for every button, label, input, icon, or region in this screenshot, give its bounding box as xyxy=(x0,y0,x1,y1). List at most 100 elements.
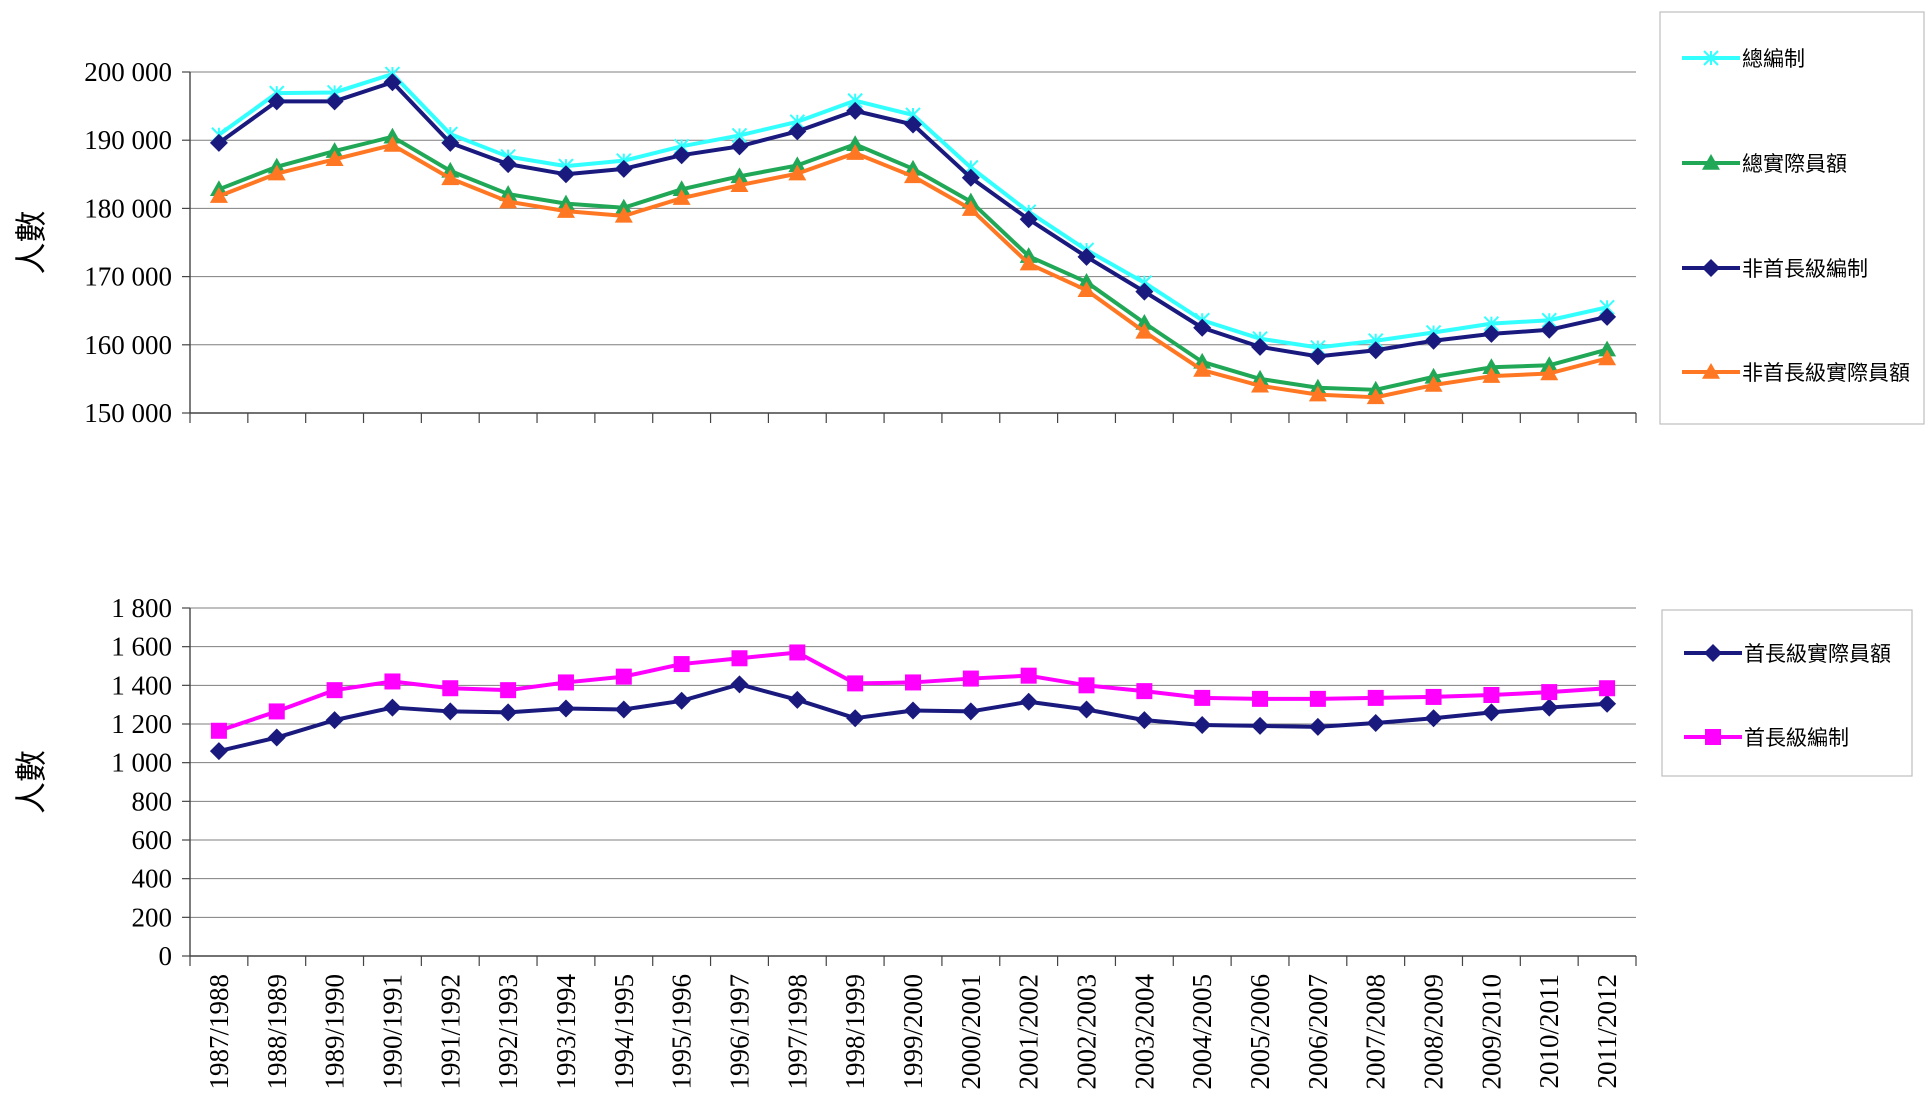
bottom-chart-panel: 1 800 1 600 1 400 1 200 1 000 800 600 400 200 0 人數 xyxy=(12,593,1637,971)
legend-frame xyxy=(1659,11,1925,425)
data-point-17 xyxy=(1136,683,1153,700)
shared-x-axis-labels: 1987/1988 1988/1989 1989/1990 1990/1991 1991… xyxy=(204,974,1622,1090)
data-point-17 xyxy=(1135,313,1154,330)
data-point-11 xyxy=(788,156,807,173)
data-point-3 xyxy=(325,92,344,111)
data-point-5 xyxy=(441,169,460,186)
x-tick-label: 2010/2011 xyxy=(1534,974,1564,1089)
data-point-24 xyxy=(1540,356,1559,373)
y-tick-label: 150 000 xyxy=(84,398,172,428)
data-point-8 xyxy=(615,668,632,685)
x-tick-label: 2002/2003 xyxy=(1072,974,1102,1090)
y-tick-label: 1 200 xyxy=(111,709,172,739)
data-point-8 xyxy=(614,206,633,223)
data-point-1 xyxy=(209,187,228,203)
x-tick-label: 2001/2002 xyxy=(1014,974,1044,1090)
data-point-4 xyxy=(383,73,402,92)
data-point-20 xyxy=(1308,717,1327,736)
y-tick-label: 190 000 xyxy=(84,125,172,155)
data-point-2 xyxy=(267,728,286,747)
data-point-18 xyxy=(1193,361,1212,377)
x-tick-label: 1999/2000 xyxy=(898,974,928,1090)
data-point-0 xyxy=(1702,363,1720,379)
data-point-25 xyxy=(1599,680,1616,697)
data-point-4 xyxy=(384,673,401,690)
data-point-13 xyxy=(904,115,922,134)
data-point-12 xyxy=(847,675,864,692)
y-tick-label: 200 xyxy=(132,902,173,932)
data-point-22 xyxy=(1424,376,1443,392)
x-tick-label: 2011/2012 xyxy=(1592,974,1622,1089)
data-point-19 xyxy=(1251,376,1270,393)
x-tick-label: 1987/1988 xyxy=(204,974,234,1090)
data-point-5 xyxy=(442,680,459,697)
series-2 xyxy=(210,644,1616,739)
data-point-25 xyxy=(1598,694,1617,713)
data-point-18 xyxy=(1194,689,1211,706)
x-tick-label: 1998/1999 xyxy=(840,974,870,1090)
x-tick-label: 1991/1992 xyxy=(435,974,465,1090)
data-point-13 xyxy=(904,701,922,720)
data-point-10 xyxy=(730,167,749,184)
x-tick-label: 2006/2007 xyxy=(1303,974,1333,1090)
y-tick-label: 1 600 xyxy=(111,632,172,662)
data-point-0 xyxy=(1705,729,1721,745)
y-tick-label: 0 xyxy=(159,941,173,971)
data-point-16 xyxy=(1077,247,1096,266)
legend-label: 首長級實際員額 xyxy=(1744,642,1891,666)
data-point-10 xyxy=(730,675,749,694)
series-1 xyxy=(211,66,1615,356)
data-point-7 xyxy=(556,202,575,218)
data-point-10 xyxy=(730,176,749,192)
y-tick-label: 170 000 xyxy=(84,262,172,292)
x-tick-label: 2008/2009 xyxy=(1419,974,1449,1090)
data-point-3 xyxy=(325,142,344,158)
series-4 xyxy=(209,135,1617,405)
x-tick-label: 1994/1995 xyxy=(609,974,639,1090)
data-point-25 xyxy=(1598,340,1617,357)
legend-item-2: 首長級編制 xyxy=(1684,726,1849,750)
y-tick-label: 800 xyxy=(132,786,173,816)
x-tick-label: 1990/1991 xyxy=(377,974,407,1090)
y-axis-title: 人數 xyxy=(12,750,50,814)
data-point-20 xyxy=(1309,690,1326,707)
data-point-15 xyxy=(1019,254,1038,271)
data-point-23 xyxy=(1482,358,1501,375)
x-tick-label: 2003/2004 xyxy=(1129,974,1159,1090)
data-point-15 xyxy=(1019,692,1038,711)
y-axis-title: 人數 xyxy=(12,210,50,274)
data-point-14 xyxy=(961,200,980,216)
legend-item-4: 非首長級實際員額 xyxy=(1682,361,1910,385)
legend-item-3: 非首長級編制 xyxy=(1682,257,1868,281)
data-point-12 xyxy=(846,101,865,120)
x-tick-label: 1993/1994 xyxy=(551,974,581,1090)
y-tick-label: 180 000 xyxy=(84,193,172,223)
series-3 xyxy=(209,73,1617,366)
legend-frame xyxy=(1661,609,1913,777)
data-point-12 xyxy=(846,144,865,160)
data-point-9 xyxy=(672,180,691,197)
x-tick-label: 2005/2006 xyxy=(1245,974,1275,1090)
data-point-17 xyxy=(1135,322,1154,339)
data-point-17 xyxy=(1135,282,1154,301)
data-point-24 xyxy=(1540,320,1559,339)
legend-item-1: 總編制 xyxy=(1682,47,1805,71)
data-point-19 xyxy=(1252,690,1269,707)
y-tick-label: 1 400 xyxy=(111,670,172,700)
data-point-22 xyxy=(1424,331,1443,350)
data-point-3 xyxy=(325,150,344,167)
data-point-20 xyxy=(1308,347,1327,366)
data-point-16 xyxy=(1077,281,1096,297)
data-point-4 xyxy=(383,127,402,144)
data-point-18 xyxy=(1193,318,1212,337)
data-point-7 xyxy=(556,165,575,184)
data-point-18 xyxy=(1193,715,1212,734)
data-point-2 xyxy=(267,164,286,181)
data-point-9 xyxy=(673,656,690,673)
x-tick-label: 2009/2010 xyxy=(1476,974,1506,1090)
y-tick-label: 160 000 xyxy=(84,330,172,360)
x-tick-label: 2000/2001 xyxy=(956,974,986,1090)
x-tick-label: 1997/1998 xyxy=(782,974,812,1090)
